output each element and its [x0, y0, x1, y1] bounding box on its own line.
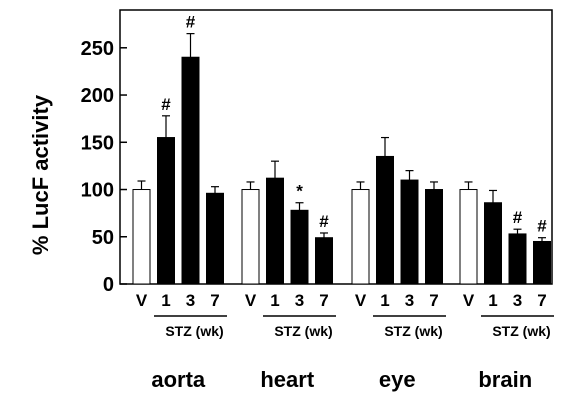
- group-label-aorta: aorta: [151, 367, 206, 392]
- plot-border: [119, 9, 553, 285]
- y-tick-label: 250: [81, 38, 114, 60]
- bar-brain-V: [459, 189, 478, 285]
- y-tick-label: 200: [81, 85, 114, 107]
- significance-marker: #: [186, 13, 196, 32]
- group-label-eye: eye: [379, 367, 416, 392]
- x-tick-label: 3: [513, 291, 522, 310]
- y-tick-label: 50: [92, 227, 114, 249]
- x-tick-label: 7: [429, 291, 438, 310]
- bar-heart-3: [290, 209, 309, 285]
- x-tick-label: V: [463, 291, 475, 310]
- bar-heart-V: [241, 189, 260, 285]
- y-tick-label: 100: [81, 180, 114, 202]
- significance-marker: #: [161, 95, 171, 114]
- y-tick-label: 0: [103, 274, 114, 296]
- bar-eye-7: [425, 189, 443, 285]
- x-tick-label: 3: [186, 291, 195, 310]
- bar-brain-1: [484, 202, 502, 285]
- group-label-heart: heart: [260, 367, 314, 392]
- bar-eye-V: [351, 189, 370, 285]
- x-tick-label: 1: [161, 291, 170, 310]
- x-tick-label: V: [355, 291, 367, 310]
- x-tick-label: 1: [380, 291, 389, 310]
- significance-marker: *: [296, 182, 303, 201]
- y-axis: 0 50 100 150 200 250: [81, 38, 127, 296]
- x-tick-label: V: [245, 291, 257, 310]
- bar-aorta-3: [181, 56, 200, 285]
- plot-frame: [119, 9, 553, 285]
- x-tick-label: 7: [319, 291, 328, 310]
- x-tick-label: 1: [488, 291, 497, 310]
- x-tick-label: 7: [210, 291, 219, 310]
- bar-aorta-V: [132, 189, 151, 285]
- x-tick-label: 7: [537, 291, 546, 310]
- stz-label: STZ (wk): [492, 323, 550, 339]
- x-tick-label: 3: [405, 291, 414, 310]
- bar-eye-1: [376, 155, 394, 285]
- y-tick-label: 150: [81, 132, 114, 154]
- significance-marker: #: [319, 212, 329, 231]
- significance-marker: #: [513, 208, 523, 227]
- bars-layer: # # * # # #: [132, 13, 551, 285]
- bar-heart-1: [266, 177, 284, 285]
- bar-brain-3: [508, 233, 527, 285]
- x-tick-label: 1: [270, 291, 279, 310]
- bar-brain-7: [533, 240, 551, 285]
- x-tick-label: V: [136, 291, 148, 310]
- bar-eye-3: [400, 179, 419, 285]
- stz-label: STZ (wk): [274, 323, 332, 339]
- stz-label: STZ (wk): [165, 323, 223, 339]
- bar-heart-7: [315, 237, 333, 285]
- significance-marker: #: [537, 217, 547, 236]
- bar-aorta-1: [157, 137, 175, 285]
- x-tick-label: 3: [295, 291, 304, 310]
- stz-label: STZ (wk): [384, 323, 442, 339]
- bar-aorta-7: [206, 192, 224, 285]
- group-label-brain: brain: [478, 367, 532, 392]
- y-axis-title: % LucF activity: [28, 94, 53, 255]
